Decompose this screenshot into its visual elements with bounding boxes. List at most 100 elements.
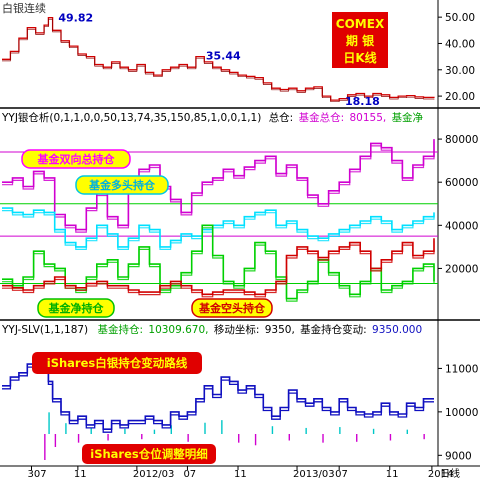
label-slv-route: iShares白银持仓变动路线 [32,352,202,374]
label-long-box [75,175,169,195]
price-annotation: 49.82 [58,12,93,25]
x-tick-label: 11 [234,469,247,480]
slv-change-bar [221,420,223,434]
price-series-shadow [2,18,435,103]
x-tick-label: 07 [183,469,196,480]
positions-series-short-double [2,240,435,298]
slv-change-bar [90,427,92,434]
slv-legend: YYJ-SLV(1,1,187) 基金持仓: 10309.670, 移动坐标: … [1,323,422,336]
slv-change-bar [65,423,67,434]
slv-holdings-value: 10309.670, [148,324,208,336]
positions-total-label: 总仓: [269,111,294,124]
slv-change-bar [339,427,341,434]
positions-ytick-label: 40000 [445,220,478,232]
label-net-box [37,298,115,318]
label-gross-text: 基金双向总持仓 [37,152,116,166]
slv-ytick-label: 10000 [445,407,478,419]
positions-series-net-double [2,227,435,302]
label-gross: 基金双向总持仓 [21,149,131,169]
price-title-box-bg [332,12,388,68]
slv-change-label: 基金持仓变动: [300,323,367,336]
price-title-line-1: COMEX [336,17,385,31]
positions-fund-net-label: 基金净 [392,111,424,124]
x-tick-label: 2014 [428,469,453,480]
slv-change-bar [141,434,143,440]
price-title-line-3: 日K线 [343,50,376,65]
slv-holdings-line-double [2,357,434,433]
x-tick-label: 07 [335,469,348,480]
label-short-text: 基金空头持仓 [198,301,266,315]
positions-header: YYJ银仓析(0,1,1,0,0,50,13,74,35,150,85,1,0,… [1,111,261,124]
slv-change-bar [153,429,156,434]
slv-change-bar [77,434,80,443]
label-slv-adjust-box [82,444,216,464]
slv-change-bar [124,428,126,434]
label-slv-adjust: iShares仓位调整明细 [82,444,216,464]
slv-change-bar [288,434,290,441]
label-slv-adjust-text: iShares仓位调整明细 [90,447,208,461]
positions-ytick-label: 80000 [445,134,478,146]
slv-cursor-value: 9350, [265,324,295,336]
slv-change-bar [305,427,307,434]
slv-change-bar [271,426,274,434]
price-title-line-2: 期 银 [346,33,375,48]
price-annotation: 18.18 [345,95,380,108]
positions-ytick-label: 20000 [445,263,478,275]
price-title-box: COMEX 期 银 日K线 [332,12,388,68]
slv-change-bar [48,412,50,434]
label-short: 基金空头持仓 [191,298,273,318]
label-slv-route-text: iShares白银持仓变动路线 [47,356,188,370]
positions-series-short [2,238,435,296]
x-tick-label: 11 [386,469,399,480]
slv-change-bar [204,422,206,434]
slv-change-bar [170,425,172,434]
price-caption: 白银连续 [2,1,46,15]
label-gross-box [21,149,131,169]
label-net-text: 基金净持仓 [48,301,105,315]
label-short-box [191,298,273,318]
price-panel: 白银连续 20.00 30.00 40.00 50.00 49.82 35.44 18.1… [0,0,480,109]
positions-series-gross-double [2,141,435,233]
slv-ytick-label: 11000 [445,363,478,375]
label-long: 基金多头持仓 [75,175,169,195]
slv-change-bar [238,434,240,443]
x-tick-label: 2012/03 [133,469,175,480]
slv-change-bar [406,429,409,434]
price-ytick-label: 20.00 [445,91,475,103]
price-ytick-label: 30.00 [445,65,475,77]
slv-holdings-label: 基金持仓: [98,323,144,336]
price-ytick-label: 40.00 [445,38,475,50]
positions-legend: YYJ银仓析(0,1,1,0,0,50,13,74,35,150,85,1,0,… [1,111,424,124]
slv-ytick-label: 9000 [445,450,472,462]
price-annotation: 35.44 [206,49,241,62]
slv-header: YYJ-SLV(1,1,187) [1,324,88,336]
period-label: 日线 [440,467,460,480]
positions-fund-label: 基金总仓: [299,111,345,124]
slv-change-bar [389,434,392,441]
slv-change-value: 9350.000 [372,324,422,336]
slv-change-bar [54,434,57,447]
slv-change-bar [372,428,375,434]
x-tick-label: 307 [28,469,47,480]
positions-ytick-label: 60000 [445,177,478,189]
slv-cursor-label: 移动坐标: [214,323,260,336]
x-tick-label: 2013/03 [293,469,335,480]
positions-series-long-double [2,210,435,250]
slv-change-bar [107,434,109,441]
label-net: 基金净持仓 [37,298,115,318]
label-slv-route-box [32,352,202,374]
slv-change-bar [44,434,46,460]
slv-change-bar [356,434,358,442]
positions-panel: 20000 40000 60000 80000 YYJ银仓析(0,1,1,0,0,50… [0,108,480,321]
x-tick-label: 11 [74,469,87,480]
label-long-text: 基金多头持仓 [88,178,156,192]
slv-change-bar [187,434,189,442]
positions-fund-value: 80155, [349,112,386,124]
slv-change-bar [423,434,425,440]
slv-panel: 9000 10000 11000 YYJ-SLV(1,1,187) 基金持仓: 10… [0,320,480,480]
slv-change-bar [322,434,324,443]
slv-change-bar [254,434,257,446]
price-ytick-label: 50.00 [445,12,475,24]
